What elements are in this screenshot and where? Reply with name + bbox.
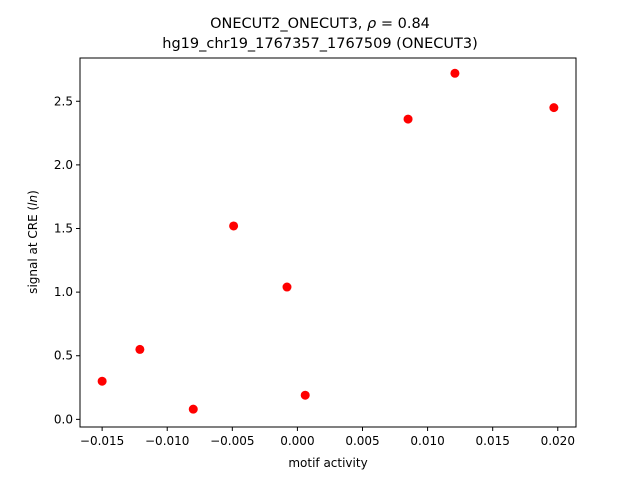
title-prefix: ONECUT2_ONECUT3, bbox=[210, 16, 367, 32]
scatter-points bbox=[97, 68, 559, 414]
x-tick-label: −0.010 bbox=[145, 434, 189, 448]
ylabel-suffix: ) bbox=[26, 190, 40, 195]
chart-title-line2: hg19_chr19_1767357_1767509 (ONECUT3) bbox=[162, 36, 478, 52]
x-tick-label: 0.005 bbox=[345, 434, 379, 448]
x-tick-label: −0.015 bbox=[80, 434, 124, 448]
x-tick-label: 0.020 bbox=[541, 434, 575, 448]
y-tick-label: 0.5 bbox=[54, 349, 73, 363]
scatter-point bbox=[229, 221, 239, 231]
scatter-point bbox=[97, 376, 107, 386]
x-axis-label: motif activity bbox=[288, 456, 367, 470]
x-tick-label: 0.015 bbox=[476, 434, 510, 448]
title-suffix: = 0.84 bbox=[376, 16, 430, 32]
y-axis-label: signal at CRE (ln) bbox=[26, 190, 40, 294]
x-tick-label: 0.010 bbox=[410, 434, 444, 448]
scatter-point bbox=[135, 344, 145, 354]
scatter-point bbox=[282, 282, 292, 292]
title-rho: ρ bbox=[367, 16, 377, 32]
ylabel-prefix: signal at CRE ( bbox=[26, 206, 40, 294]
y-tick-label: 2.0 bbox=[54, 158, 73, 172]
scatter-point bbox=[403, 114, 413, 124]
scatter-point bbox=[549, 103, 559, 113]
chart-title-line1: ONECUT2_ONECUT3, ρ = 0.84 bbox=[210, 16, 430, 32]
y-axis-ticks: 0.0 0.5 1.0 1.5 2.0 2.5 bbox=[54, 94, 80, 426]
x-tick-label: 0.000 bbox=[280, 434, 314, 448]
y-tick-label: 1.0 bbox=[54, 285, 73, 299]
y-tick-label: 0.0 bbox=[54, 412, 73, 426]
plot-frame bbox=[79, 57, 577, 428]
ylabel-italic: ln bbox=[26, 195, 40, 206]
x-axis-ticks: −0.015 −0.010 −0.005 0.000 0.005 0.010 0.015 0.… bbox=[80, 427, 575, 448]
scatter-point bbox=[188, 404, 198, 414]
y-tick-label: 2.5 bbox=[54, 94, 73, 108]
scatter-point bbox=[300, 390, 310, 400]
x-tick-label: −0.005 bbox=[210, 434, 254, 448]
y-tick-label: 1.5 bbox=[54, 222, 73, 236]
scatter-point bbox=[450, 68, 460, 78]
